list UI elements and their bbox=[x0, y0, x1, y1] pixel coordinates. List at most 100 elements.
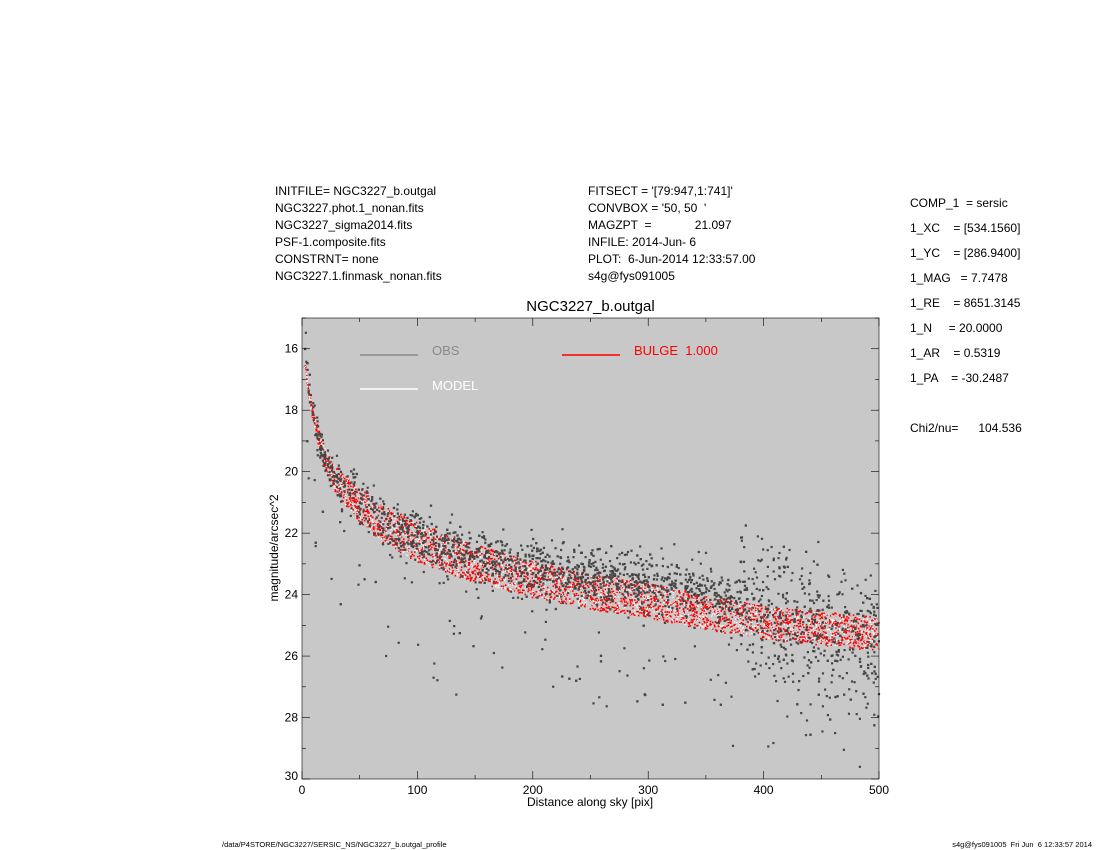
bulge-point bbox=[527, 583, 529, 586]
model-point bbox=[373, 530, 375, 532]
obs-point bbox=[868, 610, 871, 613]
model-point bbox=[439, 549, 441, 551]
bulge-point bbox=[822, 628, 825, 631]
model-point bbox=[869, 640, 871, 642]
model-point bbox=[603, 589, 605, 591]
bulge-point bbox=[329, 467, 331, 470]
obs-point bbox=[844, 579, 847, 582]
bulge-point bbox=[655, 600, 657, 603]
model-point bbox=[519, 590, 521, 592]
model-point bbox=[351, 496, 353, 498]
model-point bbox=[714, 600, 716, 602]
bulge-point bbox=[348, 505, 350, 508]
bulge-point bbox=[318, 439, 320, 442]
bulge-point bbox=[417, 561, 420, 564]
bulge-point bbox=[434, 554, 437, 557]
bulge-point bbox=[348, 481, 350, 484]
bulge-point bbox=[833, 613, 835, 616]
model-point bbox=[772, 611, 774, 613]
bulge-point bbox=[487, 557, 490, 560]
model-point bbox=[694, 605, 696, 607]
bulge-point bbox=[394, 537, 396, 540]
model-point bbox=[552, 578, 554, 580]
bulge-point bbox=[411, 523, 414, 526]
bulge-point bbox=[498, 554, 501, 556]
bulge-point bbox=[709, 622, 712, 625]
model-point bbox=[664, 587, 666, 589]
bulge-point bbox=[801, 641, 804, 644]
obs-point bbox=[354, 490, 357, 493]
bulge-point bbox=[507, 588, 509, 591]
bulge-point bbox=[576, 584, 578, 587]
model-point bbox=[721, 630, 723, 632]
obs-point bbox=[320, 453, 323, 456]
bulge-point bbox=[791, 609, 794, 611]
obs-point bbox=[594, 593, 597, 597]
bulge-point bbox=[734, 614, 737, 616]
model-point bbox=[754, 613, 757, 616]
model-point bbox=[833, 634, 835, 636]
model-point bbox=[516, 584, 518, 586]
bulge-point bbox=[498, 564, 501, 566]
model-point bbox=[871, 626, 874, 628]
bulge-point bbox=[594, 583, 597, 585]
obs-point bbox=[777, 557, 780, 560]
model-point bbox=[665, 603, 667, 605]
model-point bbox=[676, 618, 678, 620]
obs-point bbox=[415, 527, 418, 530]
model-point bbox=[855, 618, 857, 620]
bulge-point bbox=[567, 586, 570, 588]
bulge-point bbox=[759, 605, 761, 607]
model-point bbox=[463, 541, 465, 543]
model-point bbox=[614, 611, 617, 613]
bulge-point bbox=[867, 637, 869, 639]
bulge-point bbox=[762, 636, 765, 638]
model-point bbox=[596, 601, 598, 603]
bulge-point bbox=[363, 517, 365, 519]
bulge-point bbox=[421, 548, 423, 551]
obs-point bbox=[743, 570, 746, 573]
bulge-point bbox=[478, 568, 481, 571]
model-point bbox=[416, 546, 418, 548]
bulge-point bbox=[630, 613, 632, 616]
bulge-point bbox=[592, 607, 594, 610]
model-point bbox=[524, 588, 526, 590]
bulge-point bbox=[704, 621, 706, 624]
bulge-point bbox=[319, 446, 321, 448]
bulge-point bbox=[415, 531, 417, 534]
model-point bbox=[310, 407, 312, 409]
model-point bbox=[513, 563, 515, 565]
bulge-point bbox=[602, 590, 605, 593]
bulge-point bbox=[782, 619, 784, 622]
model-point bbox=[863, 648, 865, 650]
model-point bbox=[335, 478, 337, 480]
model-point bbox=[314, 419, 316, 421]
bulge-point bbox=[508, 590, 510, 592]
bulge-point bbox=[647, 604, 649, 607]
bulge-point bbox=[439, 554, 441, 557]
obs-point bbox=[780, 667, 783, 670]
obs-point bbox=[416, 529, 419, 533]
obs-point bbox=[679, 603, 682, 606]
model-point bbox=[375, 526, 377, 529]
bulge-point bbox=[431, 553, 434, 556]
obs-point bbox=[784, 597, 787, 600]
bulge-point bbox=[488, 560, 491, 563]
bulge-point bbox=[821, 616, 823, 619]
bulge-point bbox=[463, 544, 465, 546]
obs-point bbox=[627, 592, 630, 595]
model-point bbox=[305, 373, 307, 375]
bulge-point bbox=[482, 580, 484, 582]
model-point bbox=[404, 550, 406, 552]
model-point bbox=[487, 560, 489, 562]
model-point bbox=[713, 601, 715, 604]
model-point bbox=[393, 521, 395, 523]
bulge-point bbox=[642, 606, 645, 609]
model-point bbox=[569, 591, 571, 593]
header-middle-line: CONVBOX = '50, 50 ' bbox=[588, 201, 707, 215]
obs-point bbox=[760, 558, 763, 561]
obs-point bbox=[442, 545, 445, 548]
obs-point bbox=[568, 570, 571, 573]
bulge-point bbox=[622, 594, 625, 597]
obs-point bbox=[514, 566, 517, 569]
